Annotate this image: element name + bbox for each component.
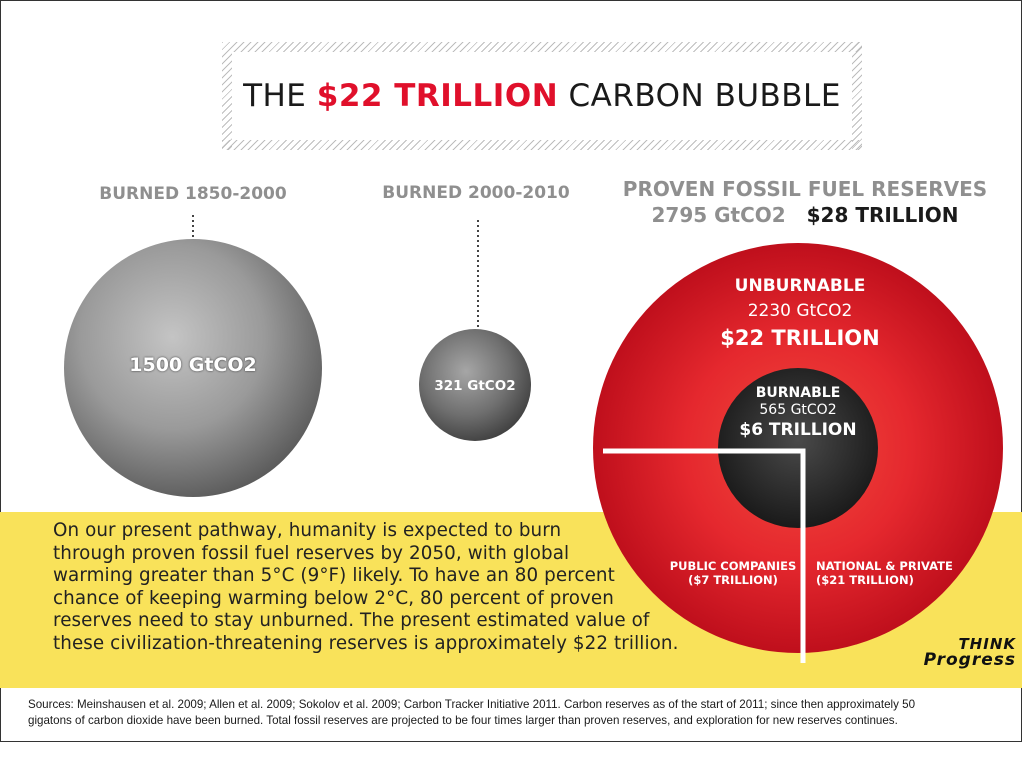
reserves-divider xyxy=(603,448,806,663)
sources-footnote: Sources: Meinshausen et al. 2009; Allen … xyxy=(28,697,1018,729)
paragraph-line: through proven fossil fuel reserves by 2… xyxy=(53,542,570,564)
paragraph-line: warming greater than 5°C (9°F) likely. T… xyxy=(53,565,615,587)
title-border-left xyxy=(222,42,232,150)
burned-1850-2000-label: BURNED 1850-2000 xyxy=(99,184,287,204)
title-box: THE $22 TRILLION CARBON BUBBLE xyxy=(222,42,862,150)
unburnable-label: UNBURNABLE xyxy=(734,276,866,296)
paragraph-line: reserves need to stay unburned. The pres… xyxy=(53,610,650,632)
national-private-value: ($21 TRILLION) xyxy=(816,573,914,587)
burnable-label: BURNABLE xyxy=(755,385,841,401)
sphere-2000-value: 321 GtCO2 xyxy=(434,378,516,394)
infographic-frame xyxy=(0,0,1022,742)
logo-line-1: THINK xyxy=(958,635,1016,653)
national-private-label: NATIONAL & PRIVATE xyxy=(816,559,953,573)
title-prefix: THE xyxy=(243,78,317,114)
title-inner: THE $22 TRILLION CARBON BUBBLE xyxy=(232,52,852,140)
public-companies-value: ($7 TRILLION) xyxy=(688,573,778,587)
title-border-top xyxy=(222,42,862,52)
public-companies-label: PUBLIC COMPANIES xyxy=(669,559,797,573)
unburnable-value: $22 TRILLION xyxy=(720,326,880,350)
reserves-label: PROVEN FOSSIL FUEL RESERVES xyxy=(622,177,988,201)
page-title: THE $22 TRILLION CARBON BUBBLE xyxy=(243,78,841,114)
reserves-value: $28 TRILLION xyxy=(806,203,959,227)
reserves-amount: 2795 GtCO2 xyxy=(651,203,786,227)
unburnable-amount: 2230 GtCO2 xyxy=(747,301,853,321)
burnable-amount: 565 GtCO2 xyxy=(759,402,837,418)
title-border-right xyxy=(852,42,862,150)
paragraph-line: On our present pathway, humanity is expe… xyxy=(53,520,562,541)
paragraph-line: chance of keeping warming below 2°C, 80 … xyxy=(53,587,614,609)
summary-paragraph: On our present pathway, humanity is expe… xyxy=(53,520,753,656)
burnable-value: $6 TRILLION xyxy=(739,420,857,440)
paragraph-line: these civilization-threatening reserves … xyxy=(53,632,679,654)
thinkprogress-logo: THINK Progress xyxy=(876,635,1016,670)
sphere-1850-2000 xyxy=(64,239,322,497)
sphere-1850-value: 1500 GtCO2 xyxy=(129,354,257,376)
sources-line: gigatons of carbon dioxide have been bur… xyxy=(28,714,898,727)
reserves-amount-row: 2795 GtCO2 $28 TRILLION xyxy=(640,203,970,227)
reserves-circle-burnable xyxy=(718,368,878,528)
burned-2000-2010-label: BURNED 2000-2010 xyxy=(382,183,570,203)
title-highlight: $22 TRILLION xyxy=(316,78,559,114)
title-border-bottom xyxy=(222,140,862,150)
logo-line-2: Progress xyxy=(923,650,1016,670)
sources-line: Sources: Meinshausen et al. 2009; Allen … xyxy=(28,698,916,711)
title-suffix: CARBON BUBBLE xyxy=(558,78,841,114)
sphere-2000-2010 xyxy=(419,329,531,441)
